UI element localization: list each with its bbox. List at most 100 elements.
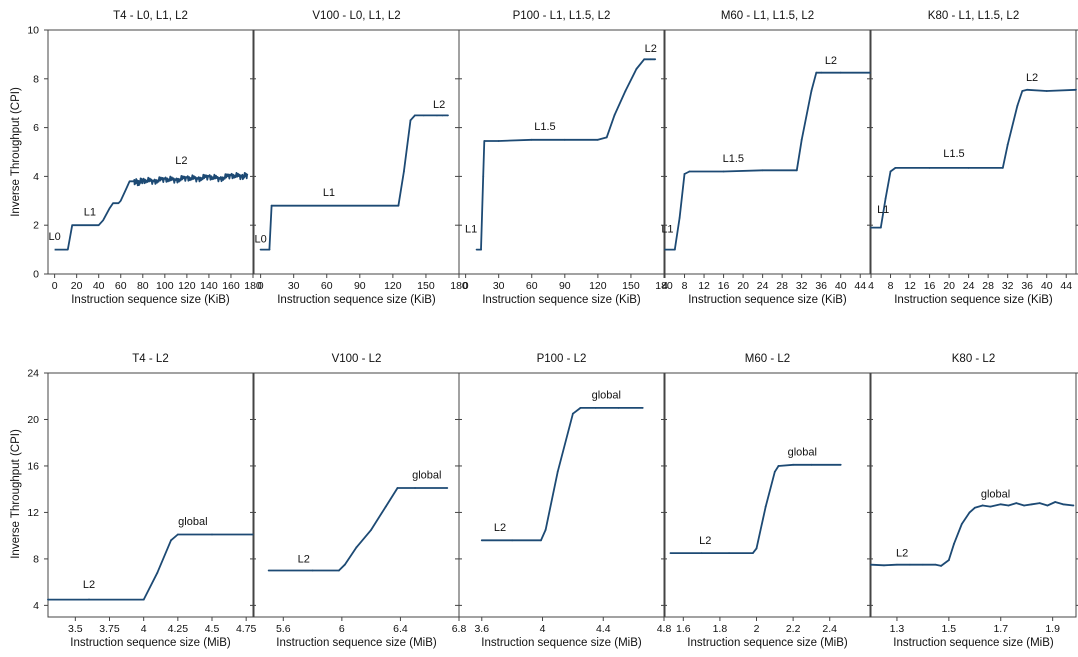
data-point bbox=[999, 503, 1002, 506]
annotation-label: global bbox=[412, 470, 441, 482]
data-point bbox=[384, 505, 387, 508]
x-tick-label: 6.4 bbox=[393, 623, 408, 635]
chart-panel-5: K80 - L1, L1.5, L2 4 8 12 16 20 24 28 32 36 40 44 In… bbox=[867, 10, 1078, 306]
data-point bbox=[441, 114, 444, 117]
y-axis-label-top: Inverse Throughput (CPI) bbox=[10, 87, 22, 217]
data-point bbox=[960, 523, 963, 525]
series-line bbox=[870, 501, 1074, 567]
data-point bbox=[355, 546, 358, 549]
x-tick-label: 90 bbox=[559, 280, 571, 292]
x-axis-label: Instruction sequence size (MiB) bbox=[276, 637, 437, 649]
chart-panel-10: K80 - L2 1.3 1.5 1.7 1.9 Instruction sequence… bbox=[867, 353, 1078, 649]
annotation-label: L2 bbox=[83, 579, 95, 591]
plot-frame bbox=[458, 29, 665, 275]
annotation-label: L2 bbox=[699, 535, 711, 547]
panels: T4 - L0, L1, L20 20 40 60 80 100 120 140 160 1800… bbox=[27, 10, 1078, 649]
x-tick-label: 28 bbox=[982, 280, 994, 292]
annotation-label: global bbox=[178, 516, 207, 528]
panel-title: M60 - L1, L1.5, L2 bbox=[721, 10, 814, 22]
plot-frame bbox=[870, 372, 1077, 618]
data-point bbox=[934, 563, 937, 566]
data-point bbox=[894, 166, 897, 169]
annotation-label: L0 bbox=[48, 231, 60, 243]
data-point bbox=[1001, 166, 1004, 169]
data-point bbox=[1072, 504, 1075, 507]
data-point bbox=[635, 68, 638, 70]
data-point bbox=[613, 114, 616, 117]
annotation-label: L2 bbox=[1026, 72, 1038, 84]
data-point bbox=[792, 463, 795, 466]
data-point bbox=[480, 248, 482, 251]
data-point bbox=[1030, 503, 1033, 506]
plot-frame bbox=[458, 372, 665, 618]
data-point bbox=[815, 71, 818, 74]
data-point bbox=[338, 569, 340, 572]
x-tick-label: 40 bbox=[93, 280, 105, 292]
x-tick-label: 24 bbox=[757, 280, 769, 292]
data-point bbox=[402, 170, 405, 173]
y-tick-label: 10 bbox=[27, 25, 39, 37]
annotation-label: L0 bbox=[254, 233, 266, 245]
chart-panel-9: M60 - L2 1.6 1.8 2 2.2 2.4 Instruction sequenc… bbox=[661, 353, 873, 649]
data-point bbox=[446, 487, 449, 489]
panel-title: P100 - L2 bbox=[537, 353, 587, 365]
x-axis-label: Instruction sequence size (KiB) bbox=[688, 294, 847, 306]
data-point bbox=[800, 138, 803, 141]
x-tick-label: 32 bbox=[796, 280, 808, 292]
annotation-label: L1 bbox=[877, 204, 889, 216]
x-tick-label: 180 bbox=[655, 280, 673, 292]
x-tick-label: 4.8 bbox=[657, 623, 672, 635]
data-point bbox=[884, 197, 887, 200]
annotation-label: L1 bbox=[661, 224, 673, 236]
data-point bbox=[544, 528, 547, 531]
data-point bbox=[497, 140, 500, 142]
data-point bbox=[267, 569, 270, 572]
x-axis-label: Instruction sequence size (MiB) bbox=[70, 637, 231, 649]
data-point bbox=[947, 559, 950, 561]
annotation-label: global bbox=[592, 390, 621, 402]
data-point bbox=[170, 539, 172, 542]
data-point bbox=[511, 539, 514, 542]
chart-panel-4: M60 - L1, L1.5, L2 4 8 12 16 20 24 28 32 36 40 44 In… bbox=[661, 10, 873, 306]
series-line bbox=[481, 407, 643, 542]
x-tick-label: 12 bbox=[698, 280, 710, 292]
series-line bbox=[476, 58, 656, 251]
x-tick-label: 2.2 bbox=[786, 623, 801, 635]
plot-frame bbox=[664, 29, 871, 275]
data-point bbox=[683, 173, 686, 175]
data-point bbox=[1046, 504, 1049, 507]
annotation-label: L1.5 bbox=[943, 148, 964, 160]
x-tick-label: 8 bbox=[888, 280, 894, 292]
x-tick-label: 36 bbox=[1021, 280, 1033, 292]
data-point bbox=[669, 552, 672, 554]
data-point bbox=[540, 539, 542, 542]
chart-panel-2: V100 - L0, L1, L2 0 30 60 90 120 150 180 Instruc… bbox=[250, 10, 468, 306]
x-tick-label: 20 bbox=[71, 280, 83, 292]
data-point bbox=[928, 166, 931, 169]
x-tick-label: 2 bbox=[754, 623, 760, 635]
y-tick-label: 0 bbox=[33, 269, 39, 281]
data-point bbox=[414, 487, 416, 489]
data-point bbox=[397, 204, 400, 207]
x-axis-label: Instruction sequence size (KiB) bbox=[482, 294, 641, 306]
x-tick-label: 60 bbox=[321, 280, 333, 292]
data-point bbox=[596, 138, 599, 141]
data-point bbox=[47, 598, 49, 601]
x-axis-label: Instruction sequence size (MiB) bbox=[481, 637, 642, 649]
series-line bbox=[665, 71, 870, 251]
data-point bbox=[722, 170, 725, 173]
series-line bbox=[670, 463, 841, 554]
data-point bbox=[728, 552, 730, 554]
x-tick-label: 4.4 bbox=[596, 623, 611, 635]
panel-title: V100 - L2 bbox=[332, 353, 382, 365]
x-tick-label: 150 bbox=[417, 280, 435, 292]
data-point bbox=[989, 505, 992, 508]
annotation-label: L1 bbox=[84, 206, 96, 218]
data-point bbox=[211, 533, 213, 536]
x-tick-label: 1.7 bbox=[993, 623, 1008, 635]
panel-title: T4 - L0, L1, L2 bbox=[113, 10, 188, 22]
panel-title: K80 - L1, L1.5, L2 bbox=[928, 10, 1019, 22]
x-tick-label: 30 bbox=[288, 280, 300, 292]
data-point bbox=[370, 528, 373, 531]
